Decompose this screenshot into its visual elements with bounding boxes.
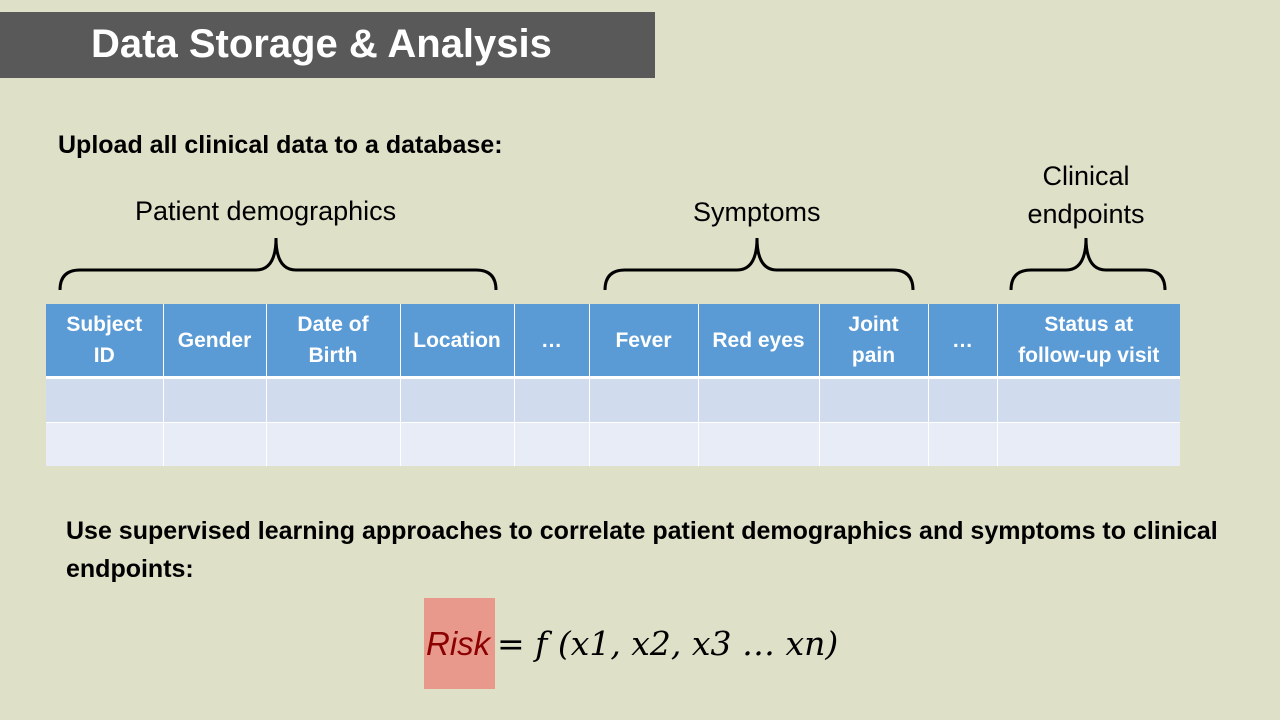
clinical-data-table: Subject ID Gender Date of Birth Location …… xyxy=(46,304,1180,466)
column-header-subject-id: Subject ID xyxy=(46,304,164,379)
table-cell xyxy=(266,422,401,466)
table-cell xyxy=(163,422,267,466)
table-cell xyxy=(400,422,515,466)
table-cell xyxy=(589,422,699,466)
column-header-ellipsis-1: … xyxy=(514,304,590,379)
table-cell xyxy=(46,422,164,466)
risk-highlight: Risk xyxy=(424,598,495,689)
table-row xyxy=(46,422,1180,466)
column-header-status-follow-up: Status at follow-up visit xyxy=(997,304,1180,379)
table-cell xyxy=(266,377,401,423)
upload-heading: Upload all clinical data to a database: xyxy=(58,131,503,159)
table-row xyxy=(46,377,1180,423)
table-cell xyxy=(46,377,164,423)
risk-function: = f (x1, x2, x3 … xn) xyxy=(497,624,839,663)
symptoms-brace xyxy=(603,237,915,291)
table-cell xyxy=(163,377,267,423)
table-cell xyxy=(400,377,515,423)
column-header-ellipsis-2: … xyxy=(928,304,998,379)
table-cell xyxy=(928,377,998,423)
column-header-location: Location xyxy=(400,304,515,379)
clinical-endpoints-line1: Clinical xyxy=(1042,161,1130,191)
table-cell xyxy=(997,377,1180,423)
column-header-red-eyes: Red eyes xyxy=(698,304,820,379)
column-header-joint-pain: Joint pain xyxy=(819,304,929,379)
table-cell xyxy=(589,377,699,423)
risk-term: Risk xyxy=(426,624,491,662)
clinical-endpoints-label: Clinical endpoints xyxy=(1021,157,1151,233)
column-header-gender: Gender xyxy=(163,304,267,379)
table-cell xyxy=(997,422,1180,466)
slide-title: Data Storage & Analysis xyxy=(91,22,552,66)
table-cell xyxy=(514,422,590,466)
patient-demographics-label: Patient demographics xyxy=(135,196,397,226)
column-header-date-of-birth: Date of Birth xyxy=(266,304,401,379)
table-cell xyxy=(698,422,820,466)
table-cell xyxy=(819,422,929,466)
clinical-endpoints-line2: endpoints xyxy=(1027,199,1145,229)
endpoints-brace xyxy=(1009,237,1167,291)
demographics-brace xyxy=(58,237,498,291)
table-cell xyxy=(514,377,590,423)
table-cell xyxy=(698,377,820,423)
symptoms-label: Symptoms xyxy=(693,197,821,227)
risk-formula: Risk = f (x1, x2, x3 … xn) xyxy=(424,598,838,689)
table-header-row: Subject ID Gender Date of Birth Location …… xyxy=(46,304,1180,379)
table-cell xyxy=(928,422,998,466)
supervised-learning-heading: Use supervised learning approaches to co… xyxy=(66,517,1218,583)
column-header-fever: Fever xyxy=(589,304,699,379)
table-cell xyxy=(819,377,929,423)
title-bar: Data Storage & Analysis xyxy=(0,12,655,78)
